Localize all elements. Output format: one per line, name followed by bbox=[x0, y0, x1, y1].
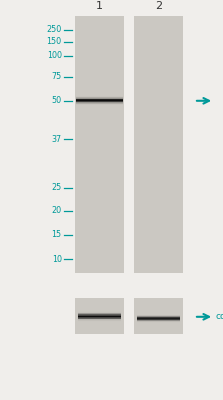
Bar bbox=[76, 107, 123, 108]
Text: 37: 37 bbox=[52, 135, 62, 144]
Bar bbox=[78, 313, 121, 314]
Bar bbox=[78, 317, 121, 318]
Bar bbox=[78, 311, 121, 312]
Bar bbox=[137, 314, 180, 315]
Bar bbox=[75, 298, 124, 334]
Bar bbox=[76, 99, 123, 100]
Bar bbox=[137, 323, 180, 324]
Bar bbox=[78, 323, 121, 324]
Bar bbox=[78, 315, 121, 316]
Text: 15: 15 bbox=[52, 230, 62, 239]
Text: 250: 250 bbox=[47, 26, 62, 34]
Bar bbox=[137, 323, 180, 324]
Bar bbox=[137, 313, 180, 314]
Bar bbox=[76, 94, 123, 95]
Text: control: control bbox=[215, 312, 223, 321]
Bar bbox=[76, 105, 123, 106]
Bar bbox=[76, 103, 123, 104]
Bar bbox=[76, 106, 123, 107]
Bar bbox=[76, 100, 123, 101]
Bar bbox=[76, 96, 123, 97]
Bar bbox=[78, 320, 121, 321]
Bar bbox=[78, 316, 121, 317]
Text: 100: 100 bbox=[47, 52, 62, 60]
Bar bbox=[137, 312, 180, 313]
Bar bbox=[75, 16, 124, 273]
Bar bbox=[76, 104, 123, 105]
Bar bbox=[78, 308, 121, 309]
Bar bbox=[76, 102, 123, 103]
Bar bbox=[137, 319, 180, 320]
Bar bbox=[137, 320, 180, 321]
Bar bbox=[78, 321, 121, 322]
Bar bbox=[76, 100, 123, 101]
Bar bbox=[76, 101, 123, 102]
Bar bbox=[76, 99, 123, 100]
Text: 20: 20 bbox=[52, 206, 62, 215]
Bar bbox=[137, 320, 180, 321]
Text: 2: 2 bbox=[155, 1, 162, 11]
Bar bbox=[78, 308, 121, 309]
Bar bbox=[137, 312, 180, 313]
Text: 75: 75 bbox=[52, 72, 62, 81]
Bar bbox=[137, 314, 180, 315]
Bar bbox=[78, 310, 121, 311]
Bar bbox=[78, 309, 121, 310]
Text: 50: 50 bbox=[52, 96, 62, 105]
Bar bbox=[78, 314, 121, 315]
Bar bbox=[76, 97, 123, 98]
Bar bbox=[78, 319, 121, 320]
Bar bbox=[78, 317, 121, 318]
Bar bbox=[78, 312, 121, 313]
Bar bbox=[137, 317, 180, 318]
Bar bbox=[76, 93, 123, 94]
Bar bbox=[137, 324, 180, 325]
Bar bbox=[78, 319, 121, 320]
Bar bbox=[76, 95, 123, 96]
Bar bbox=[134, 298, 183, 334]
Bar bbox=[76, 94, 123, 95]
Bar bbox=[76, 93, 123, 94]
Text: 1: 1 bbox=[96, 1, 103, 11]
Bar bbox=[137, 315, 180, 316]
Bar bbox=[137, 316, 180, 317]
Bar bbox=[78, 318, 121, 319]
Bar bbox=[76, 98, 123, 99]
Bar bbox=[78, 322, 121, 323]
Bar bbox=[78, 320, 121, 321]
Bar bbox=[137, 318, 180, 319]
Bar bbox=[76, 104, 123, 105]
Bar bbox=[78, 321, 121, 322]
Bar bbox=[134, 16, 183, 273]
Text: 150: 150 bbox=[47, 38, 62, 46]
Bar bbox=[76, 95, 123, 96]
Bar bbox=[137, 321, 180, 322]
Text: 10: 10 bbox=[52, 255, 62, 264]
Bar bbox=[78, 322, 121, 323]
Bar bbox=[137, 316, 180, 317]
Bar bbox=[76, 103, 123, 104]
Bar bbox=[78, 318, 121, 319]
Text: 25: 25 bbox=[52, 184, 62, 192]
Bar bbox=[137, 322, 180, 323]
Bar bbox=[76, 98, 123, 99]
Bar bbox=[78, 323, 121, 324]
Bar bbox=[137, 318, 180, 319]
Bar bbox=[76, 105, 123, 106]
Bar bbox=[78, 324, 121, 325]
Bar bbox=[78, 309, 121, 310]
